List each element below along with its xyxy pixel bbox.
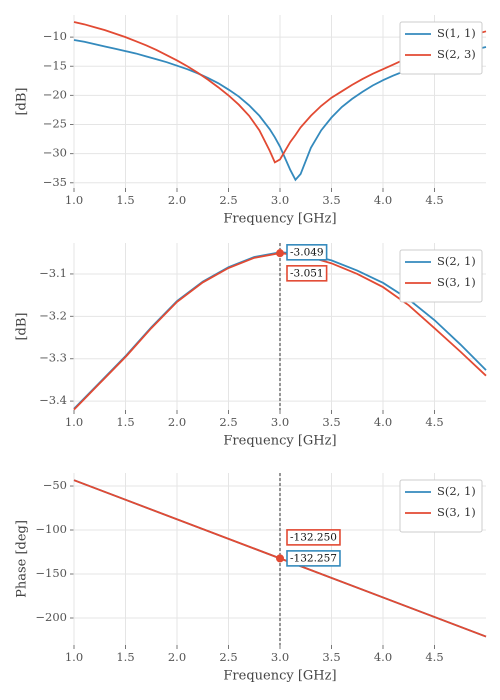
subplot: −3.1 −3.2 −3.3 −3.4 1.0 1.5 2.0 2.5 3.0 3.5 4.0 4.5… <box>15 243 487 449</box>
y-tick-label: −50 <box>43 478 67 492</box>
y-tick-label: −35 <box>43 175 67 189</box>
x-tick-label: 2.5 <box>219 415 237 429</box>
annotation-box <box>286 550 341 567</box>
x-tick-label: 2.0 <box>168 415 186 429</box>
y-tick-label: −150 <box>35 566 67 580</box>
annotation-box <box>286 244 328 261</box>
legend-label: S(3, 1) <box>437 505 476 519</box>
annotation-box <box>286 529 341 546</box>
legend-label: S(2, 1) <box>437 254 476 268</box>
x-tick-label: 2.5 <box>219 193 237 207</box>
x-tick-label: 1.0 <box>65 193 83 207</box>
y-axis-label: [dB] <box>15 312 30 340</box>
y-tick-label: −3.1 <box>39 266 67 280</box>
annotation-label: -132.257 <box>290 552 337 564</box>
y-tick-label: −10 <box>43 29 67 43</box>
legend-label: S(2, 1) <box>437 484 476 498</box>
y-tick-label: −20 <box>43 87 67 101</box>
cursor-point <box>276 249 284 258</box>
x-tick-label: 4.5 <box>425 650 443 664</box>
x-tick-label: 4.0 <box>374 193 392 207</box>
subplot: −50 −100 −150 −200 1.0 1.5 2.0 2.5 3.0 3.5 4.0 4.5 F… <box>15 473 487 684</box>
x-tick-label: 2.5 <box>219 650 237 664</box>
x-tick-label: 3.0 <box>271 193 289 207</box>
y-tick-label: −25 <box>43 117 67 131</box>
x-tick-label: 4.5 <box>425 415 443 429</box>
y-axis-label: [dB] <box>15 87 30 115</box>
x-tick-label: 2.0 <box>168 650 186 664</box>
x-tick-label: 3.5 <box>322 193 340 207</box>
x-tick-label: 1.5 <box>116 193 134 207</box>
subplot: −10 −15 −20 −25 −30 −35 1.0 1.5 2.0 2.5 3.0 3.5 4.0 4… <box>15 15 487 227</box>
x-tick-label: 3.0 <box>271 415 289 429</box>
x-tick-label: 1.5 <box>116 650 134 664</box>
x-axis-label: Frequency [GHz] <box>223 212 336 227</box>
x-tick-label: 1.0 <box>65 415 83 429</box>
cursor-point <box>276 554 284 563</box>
x-tick-label: 1.0 <box>65 650 83 664</box>
legend-box <box>399 249 483 303</box>
annotation-label: -3.049 <box>290 246 324 258</box>
x-tick-label: 1.5 <box>116 415 134 429</box>
legend-label: S(2, 3) <box>437 47 476 61</box>
x-tick-label: 4.5 <box>425 193 443 207</box>
y-tick-label: −15 <box>43 58 67 72</box>
x-tick-label: 4.0 <box>374 415 392 429</box>
legend-label: S(1, 1) <box>437 26 476 40</box>
y-tick-label: −3.4 <box>39 393 67 407</box>
y-tick-label: −200 <box>35 610 67 624</box>
x-tick-label: 3.5 <box>322 650 340 664</box>
annotation-label: -132.250 <box>290 531 337 543</box>
y-tick-label: −3.2 <box>39 308 67 322</box>
y-tick-label: −30 <box>43 146 67 160</box>
x-tick-label: 2.0 <box>168 193 186 207</box>
annotation-label: -3.051 <box>290 267 324 279</box>
x-tick-label: 3.5 <box>322 415 340 429</box>
legend-box <box>399 479 483 533</box>
y-tick-label: −3.3 <box>39 351 67 365</box>
legend-label: S(3, 1) <box>437 275 476 289</box>
x-axis-label: Frequency [GHz] <box>223 669 336 684</box>
x-axis-label: Frequency [GHz] <box>223 434 336 449</box>
legend-box <box>399 21 483 75</box>
y-axis-label: Phase [deg] <box>15 520 30 598</box>
x-tick-label: 3.0 <box>271 650 289 664</box>
y-tick-label: −100 <box>35 522 67 536</box>
x-tick-label: 4.0 <box>374 650 392 664</box>
annotation-box <box>286 265 328 282</box>
